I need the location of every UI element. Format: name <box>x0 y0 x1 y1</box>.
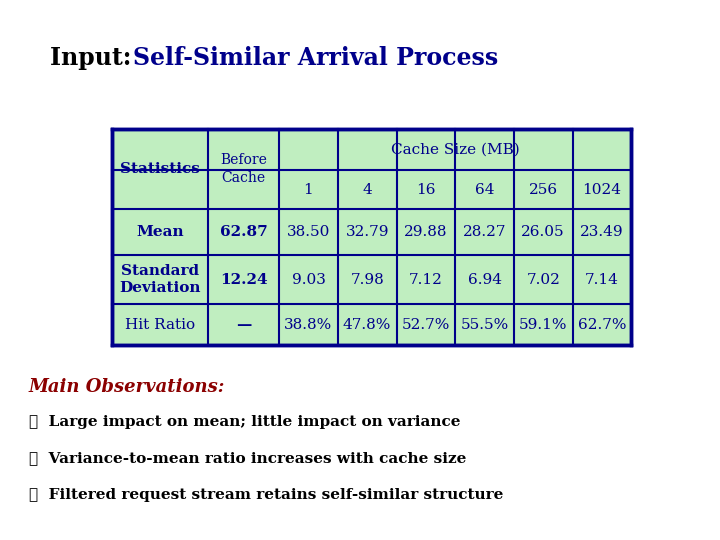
Text: ➤  Large impact on mean; little impact on variance: ➤ Large impact on mean; little impact on… <box>29 415 460 429</box>
Text: Input:: Input: <box>50 46 140 70</box>
Text: Mean: Mean <box>136 225 184 239</box>
Text: 59.1%: 59.1% <box>519 318 567 332</box>
Text: 4: 4 <box>362 183 372 197</box>
Text: 47.8%: 47.8% <box>343 318 392 332</box>
Text: 62.87: 62.87 <box>220 225 267 239</box>
Text: 7.12: 7.12 <box>409 273 443 287</box>
Text: 1: 1 <box>304 183 313 197</box>
Text: Cache Size (MB): Cache Size (MB) <box>391 143 520 157</box>
Text: ➤  Variance-to-mean ratio increases with cache size: ➤ Variance-to-mean ratio increases with … <box>29 451 466 465</box>
Text: 55.5%: 55.5% <box>460 318 508 332</box>
Text: 26.05: 26.05 <box>521 225 565 239</box>
Text: 28.27: 28.27 <box>463 225 506 239</box>
Text: 52.7%: 52.7% <box>402 318 450 332</box>
Text: Statistics: Statistics <box>120 162 200 176</box>
Text: 7.14: 7.14 <box>585 273 619 287</box>
Text: 64: 64 <box>474 183 495 197</box>
Text: 6.94: 6.94 <box>467 273 502 287</box>
Text: 9.03: 9.03 <box>292 273 325 287</box>
Text: Before
Cache: Before Cache <box>220 153 267 185</box>
FancyBboxPatch shape <box>112 129 631 346</box>
Text: Hit Ratio: Hit Ratio <box>125 318 195 332</box>
Text: 38.8%: 38.8% <box>284 318 333 332</box>
Text: —: — <box>236 318 251 332</box>
Text: 16: 16 <box>416 183 436 197</box>
Text: 256: 256 <box>528 183 558 197</box>
Text: Standard
Deviation: Standard Deviation <box>120 265 201 295</box>
Text: ➤  Filtered request stream retains self-similar structure: ➤ Filtered request stream retains self-s… <box>29 488 503 502</box>
Text: 32.79: 32.79 <box>346 225 389 239</box>
Text: Self-Similar Arrival Process: Self-Similar Arrival Process <box>133 46 498 70</box>
Text: 29.88: 29.88 <box>404 225 448 239</box>
Text: 1024: 1024 <box>582 183 621 197</box>
Text: 23.49: 23.49 <box>580 225 624 239</box>
Text: 38.50: 38.50 <box>287 225 330 239</box>
Text: Main Observations:: Main Observations: <box>29 378 225 396</box>
Text: 12.24: 12.24 <box>220 273 267 287</box>
Text: 62.7%: 62.7% <box>577 318 626 332</box>
Text: 7.02: 7.02 <box>526 273 560 287</box>
Text: 7.98: 7.98 <box>351 273 384 287</box>
